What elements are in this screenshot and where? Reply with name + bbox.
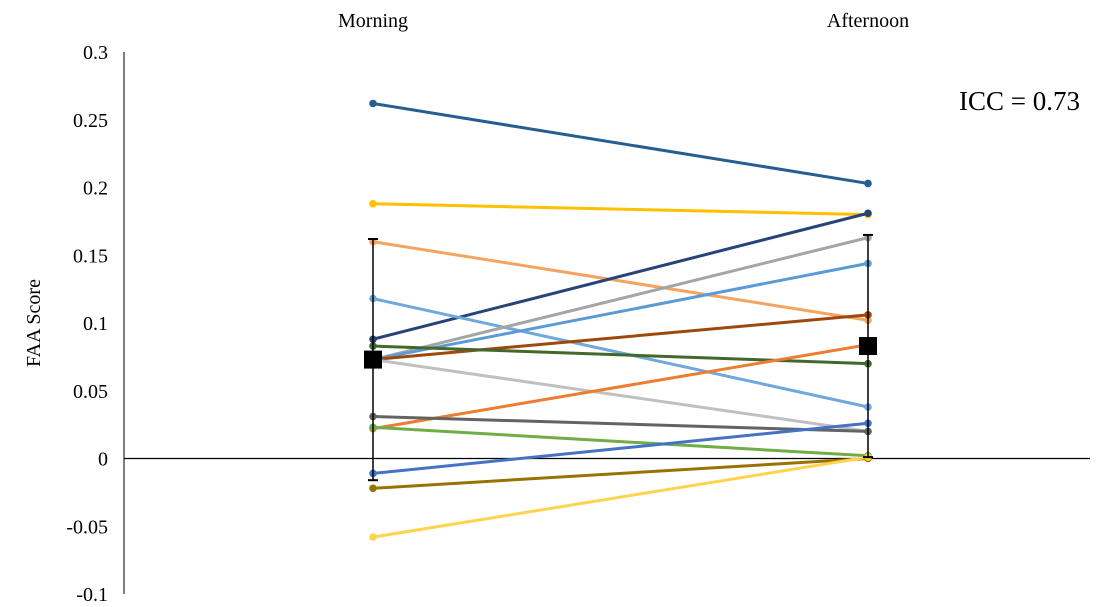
y-tick-label: 0 [98,449,108,471]
series-path [371,261,870,362]
series-point [369,99,377,108]
series-path [371,455,870,539]
series-path [371,101,870,185]
series-path [371,343,870,431]
y-tick-label: 0.3 [83,42,108,64]
labels: 0.3 0.25 0.2 0.15 0.1 0.05 0 -0.05 -0.1 Morning Af… [23,10,1080,606]
series-line [369,99,872,188]
series-path [371,421,870,475]
series-lines [369,99,872,541]
series-path [371,297,870,409]
y-tick-label: -0.1 [76,584,108,606]
y-tick-label: 0.25 [73,110,108,132]
series-path [371,344,870,366]
series-path [371,425,870,458]
icc-annotation: ICC = 0.73 [959,86,1080,116]
series-line [369,412,872,436]
series-point [369,484,377,493]
series-path [371,202,870,217]
category-label: Afternoon [827,10,909,32]
series-line [369,209,872,344]
series-path [371,457,870,490]
y-tick-label: 0.2 [83,178,108,200]
series-path [371,358,870,433]
mean-marker [859,337,877,356]
series-path [371,313,870,362]
series-path [371,211,870,341]
series-point [864,179,872,188]
series-point [369,533,377,541]
series-path [371,414,870,433]
y-tick-label: -0.05 [66,516,108,538]
series-line [369,199,872,219]
series-path [371,236,870,362]
mean-marker [364,350,382,369]
y-tick-label: 0.05 [73,381,108,403]
y-tick-label: 0.15 [73,245,108,267]
series-point [864,209,872,218]
axes [123,52,1090,594]
series-point [369,199,377,208]
y-axis-title: FAA Score [23,279,45,367]
y-tick-label: 0.1 [83,313,108,335]
category-label: Morning [338,10,408,32]
series-path [371,240,870,322]
series-line [369,454,872,493]
mean-markers [364,233,877,482]
